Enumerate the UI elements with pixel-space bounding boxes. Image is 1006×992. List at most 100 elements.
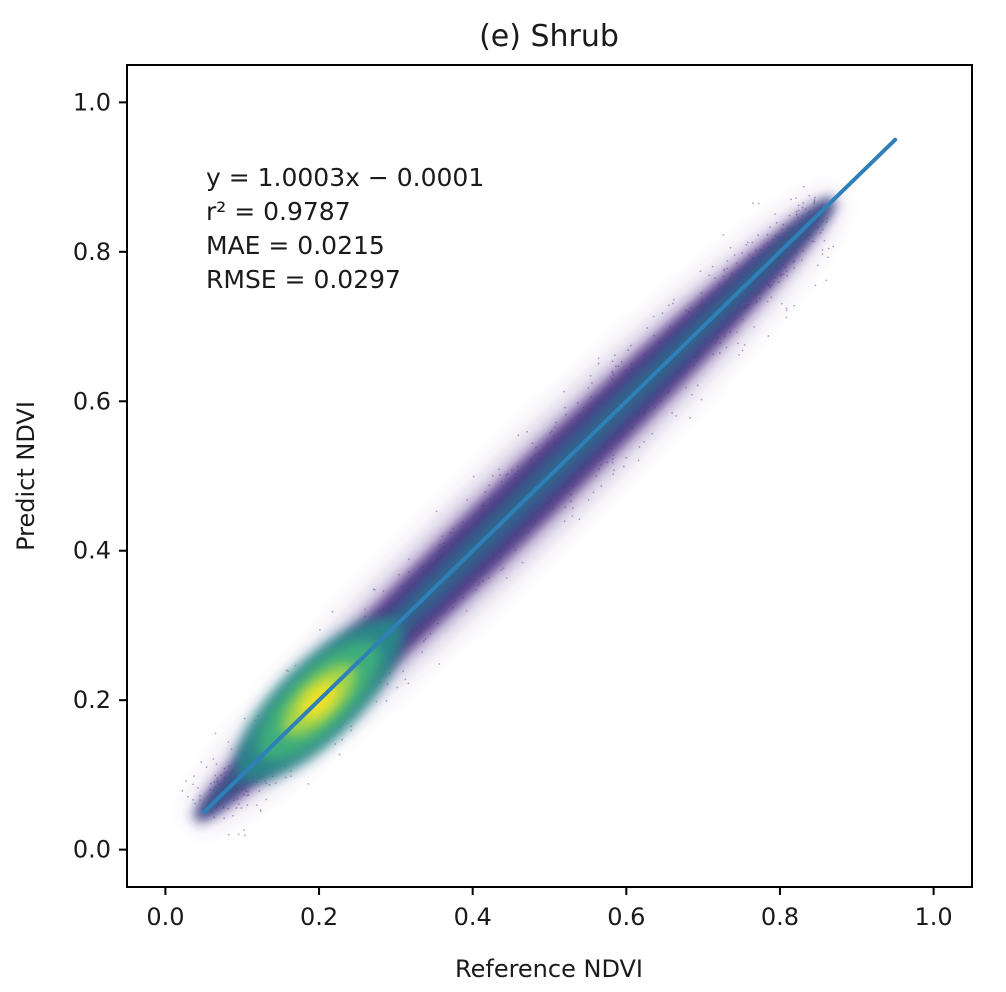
chart-title: (e) Shrub bbox=[479, 19, 619, 54]
r-squared: r² = 0.9787 bbox=[206, 197, 351, 226]
scatter-point bbox=[385, 700, 388, 702]
scatter-point bbox=[802, 185, 805, 188]
x-tick-label: 0.0 bbox=[146, 903, 184, 931]
scatter-point bbox=[738, 354, 740, 356]
scatter-point bbox=[797, 204, 800, 207]
scatter-point bbox=[587, 498, 590, 501]
scatter-point bbox=[290, 775, 292, 778]
scatter-point bbox=[287, 670, 289, 673]
scatter-point bbox=[793, 304, 796, 307]
scatter-point bbox=[785, 307, 788, 310]
scatter-point bbox=[790, 198, 792, 201]
x-tick-label: 0.4 bbox=[454, 903, 492, 931]
plot-frame bbox=[126, 64, 973, 888]
scatter-point bbox=[200, 761, 203, 763]
scatter-point bbox=[597, 362, 600, 365]
scatter-point bbox=[769, 226, 771, 229]
scatter-point bbox=[816, 264, 819, 267]
y-tick-label: 0.0 bbox=[73, 836, 111, 864]
scatter-point bbox=[472, 475, 475, 478]
scatter-point bbox=[396, 686, 399, 689]
scatter-point bbox=[774, 213, 776, 215]
scatter-point bbox=[689, 416, 692, 419]
y-tick-label: 0.6 bbox=[73, 387, 111, 415]
scatter-point bbox=[757, 234, 760, 237]
scatter-point bbox=[185, 779, 187, 782]
scatter-point bbox=[823, 239, 826, 242]
scatter-point bbox=[675, 415, 678, 417]
scatter-point bbox=[259, 808, 262, 811]
scatter-point bbox=[265, 798, 268, 801]
scatter-point bbox=[711, 265, 714, 268]
scatter-point bbox=[597, 357, 600, 360]
scatter-point bbox=[307, 783, 310, 785]
scatter-point bbox=[827, 247, 830, 250]
scatter-point bbox=[258, 790, 261, 792]
x-tick-label: 0.2 bbox=[300, 903, 338, 931]
scatter-point bbox=[667, 304, 670, 307]
scatter-point bbox=[785, 309, 788, 312]
scatter-point bbox=[194, 802, 197, 805]
scatter-point bbox=[240, 807, 243, 809]
scatter-point bbox=[223, 817, 226, 820]
scatter-point bbox=[260, 810, 262, 813]
scatter-point bbox=[743, 344, 746, 346]
scatter-point bbox=[821, 253, 824, 256]
scatter-point bbox=[197, 787, 199, 789]
scatter-point bbox=[526, 430, 528, 433]
scatter-point bbox=[775, 221, 778, 224]
mae-value: MAE = 0.0215 bbox=[206, 231, 385, 260]
scatter-point bbox=[255, 804, 258, 807]
scatter-point bbox=[729, 246, 732, 249]
scatter-point bbox=[285, 669, 288, 672]
scatter-point bbox=[212, 758, 215, 760]
scatter-point bbox=[785, 316, 788, 319]
scatter-point bbox=[814, 196, 816, 199]
stats-annotation: y = 1.0003x − 0.0001 r² = 0.9787 MAE = 0… bbox=[206, 163, 484, 294]
scatter-point bbox=[808, 194, 811, 197]
x-tick-label: 0.6 bbox=[607, 903, 645, 931]
scatter-point bbox=[757, 202, 760, 205]
regression-equation: y = 1.0003x − 0.0001 bbox=[206, 163, 484, 192]
y-tick-label: 0.4 bbox=[73, 537, 111, 565]
scatter-point bbox=[563, 390, 565, 393]
scatter-point bbox=[215, 763, 218, 766]
scatter-point bbox=[193, 775, 195, 778]
scatter-point bbox=[745, 243, 748, 246]
scatter-point bbox=[737, 342, 739, 345]
scatter-point bbox=[801, 206, 804, 209]
scatter-point bbox=[284, 776, 287, 779]
scatter-point bbox=[214, 732, 217, 735]
scatter-point bbox=[435, 510, 438, 513]
scatter-point bbox=[746, 241, 749, 244]
scatter-point bbox=[338, 753, 341, 756]
scatter-point bbox=[268, 784, 271, 786]
scatter-point bbox=[671, 302, 674, 305]
scatter-point bbox=[673, 298, 676, 301]
y-axis-label: Predict NDVI bbox=[12, 401, 40, 551]
scatter-point bbox=[795, 197, 798, 199]
y-tick-label: 0.8 bbox=[73, 238, 111, 266]
scatter-point bbox=[192, 783, 195, 786]
scatter-point bbox=[246, 804, 249, 806]
scatter-point bbox=[613, 354, 616, 357]
scatter-point bbox=[699, 270, 702, 273]
scatter-point bbox=[199, 794, 201, 797]
fit-line bbox=[201, 137, 898, 815]
rmse-value: RMSE = 0.0297 bbox=[206, 265, 401, 294]
scatter-point bbox=[753, 325, 756, 328]
scatter-point bbox=[571, 515, 574, 517]
scatter-point bbox=[243, 834, 246, 837]
scatter-point bbox=[274, 782, 277, 785]
scatter-point bbox=[350, 725, 353, 728]
scatter-point bbox=[341, 738, 343, 741]
scatter-point bbox=[407, 682, 410, 685]
scatter-point bbox=[438, 663, 441, 665]
scatter-point bbox=[350, 729, 352, 732]
scatter-point bbox=[589, 374, 592, 377]
scatter-point bbox=[825, 279, 828, 282]
scatter-point bbox=[404, 678, 407, 681]
scatter-point bbox=[578, 518, 581, 521]
scatter-point bbox=[813, 199, 816, 202]
scatter-point bbox=[821, 249, 824, 251]
